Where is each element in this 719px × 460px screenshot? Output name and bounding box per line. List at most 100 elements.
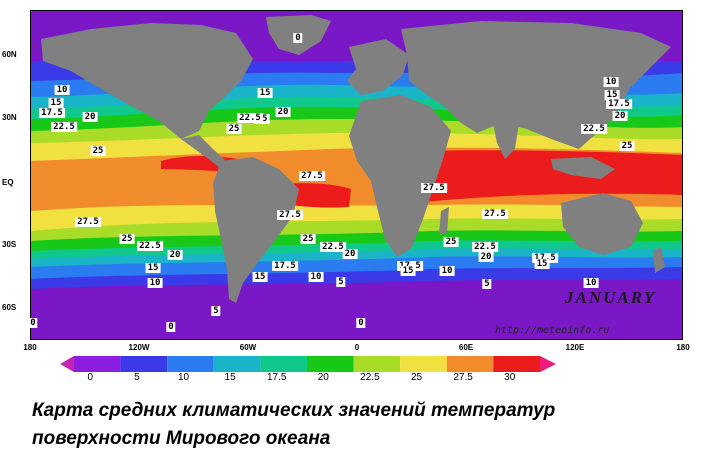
colorbar-label: 5 — [134, 372, 140, 383]
isotherm-label: 10 — [603, 77, 619, 87]
isotherm-label: 22.5 — [320, 242, 346, 252]
colorbar-swatch — [307, 356, 354, 372]
colorbar-swatch — [353, 356, 401, 372]
landmasses — [41, 15, 671, 303]
isotherm-label: 10 — [308, 272, 324, 282]
lat-label-30s: 30S — [2, 240, 17, 249]
colorbar-label: 30 — [504, 372, 516, 383]
lat-label-60s: 60S — [2, 303, 17, 312]
isotherm-label: 22.5 — [137, 241, 163, 251]
isotherm-label: 22.5 — [472, 242, 498, 252]
lon-label-120w: 120W — [128, 343, 150, 352]
colorbar-swatch — [120, 356, 168, 372]
land-central-america — [181, 135, 226, 167]
isotherm-label: 25 — [119, 234, 135, 244]
land-australia — [561, 193, 643, 255]
isotherm-label: 20 — [82, 112, 98, 122]
colorbar — [60, 356, 556, 372]
isotherm-label: 10 — [583, 278, 599, 288]
isotherm-label: 10 — [147, 278, 163, 288]
colorbar-swatch — [400, 356, 447, 372]
colorbar-label: 20 — [317, 372, 329, 383]
isotherm-label: 15 — [400, 266, 416, 276]
lon-label-120e: 120E — [565, 343, 585, 352]
colorbar-swatch — [74, 356, 121, 372]
isotherm-label: 17.5 — [272, 261, 298, 271]
lat-label-30n: 30N — [2, 113, 17, 122]
colorbar-label: 27.5 — [453, 372, 473, 383]
colorbar-swatch — [493, 356, 540, 372]
lon-label-60e: 60E — [458, 343, 474, 352]
land-europe — [347, 39, 409, 95]
isotherm-label: 10 — [54, 85, 70, 95]
isotherm-label: 15 — [604, 90, 620, 100]
isotherm-label: 20 — [612, 111, 628, 121]
isotherm-label: 5 — [482, 279, 492, 289]
isotherm-label: 0 — [166, 322, 176, 332]
land-indonesia — [551, 157, 615, 179]
colorbar-swatch — [213, 356, 261, 372]
land-africa — [349, 95, 451, 257]
isotherm-label: 25 — [226, 124, 242, 134]
isotherm-label: 22.5 — [51, 122, 77, 132]
lon-label-60w: 60W — [239, 343, 257, 352]
land-madagascar — [439, 207, 449, 235]
isotherm-label: 27.5 — [421, 183, 447, 193]
isotherm-label: 25 — [300, 234, 316, 244]
isotherm-label: 20 — [275, 107, 291, 117]
isotherm-label: 15 — [48, 98, 64, 108]
isotherm-label: 5 — [336, 277, 346, 287]
isotherm-label: 20 — [167, 250, 183, 260]
isotherm-label: 22.5 — [581, 124, 607, 134]
sst-map-canvas — [31, 11, 682, 339]
colorbar-swatch — [260, 356, 307, 372]
isotherm-label: 17.5 — [606, 99, 632, 109]
colorbar-label: 22.5 — [360, 372, 380, 383]
colorbar-label: 10 — [177, 372, 190, 383]
caption-line-1: Карта средних климатических значений тем… — [32, 400, 556, 421]
land-south-america — [213, 157, 299, 303]
colorbar-label: 25 — [410, 372, 423, 383]
isotherm-label: 22.5 — [237, 113, 263, 123]
isotherm-label: 15 — [252, 272, 268, 282]
isotherm-label: 17.5 — [532, 253, 558, 263]
isotherm-label: 15 — [257, 88, 273, 98]
isotherm-label: 25 — [90, 146, 106, 156]
band-above-27-indo-pacific — [411, 150, 682, 203]
isotherm-label: 27.5 — [277, 210, 303, 220]
land-new-zealand — [653, 247, 665, 273]
lat-label-60n: 60N — [2, 50, 17, 59]
colorbar-label: 17.5 — [266, 372, 287, 383]
colorbar-swatch — [167, 356, 214, 372]
lon-label-180e: 180 — [676, 343, 690, 352]
isotherm-label: 0 — [356, 318, 366, 328]
colorbar-swatch — [446, 356, 494, 372]
colorbar-label: 15 — [224, 372, 236, 383]
lon-label-180w: 180 — [23, 343, 37, 352]
isotherm-label: 15 — [534, 259, 550, 269]
source-label: http://meteoinfo.ru — [495, 325, 610, 336]
isotherm-label: 17.5 — [39, 108, 65, 118]
sst-map — [30, 10, 683, 340]
isotherm-label: 27.5 — [75, 217, 101, 227]
isotherm-label: 20 — [342, 249, 358, 259]
land-asia — [401, 21, 671, 149]
lat-label-eq: EQ — [2, 178, 14, 187]
lon-label-0: 0 — [354, 343, 360, 352]
caption: Карта средних климатических значений тем… — [32, 397, 692, 453]
colorbar-arrow-right — [540, 356, 556, 372]
isotherm-label: 5 — [211, 306, 221, 316]
isotherm-label: 27.5 — [482, 209, 508, 219]
isotherm-label: 0 — [293, 33, 303, 43]
colorbar-label: 0 — [87, 372, 94, 383]
isotherm-label: 20 — [478, 252, 494, 262]
colorbar-arrow-left — [60, 356, 74, 372]
isotherm-label: 27.5 — [299, 171, 325, 181]
caption-line-2: поверхности Мирового океана — [32, 428, 331, 449]
land-north-america — [41, 23, 253, 139]
isotherm-label: 15 — [145, 263, 161, 273]
isotherm-label: 10 — [439, 266, 455, 276]
isotherm-label: 0 — [28, 318, 38, 328]
month-label: JANUARY — [565, 288, 657, 307]
land-india — [493, 123, 519, 159]
